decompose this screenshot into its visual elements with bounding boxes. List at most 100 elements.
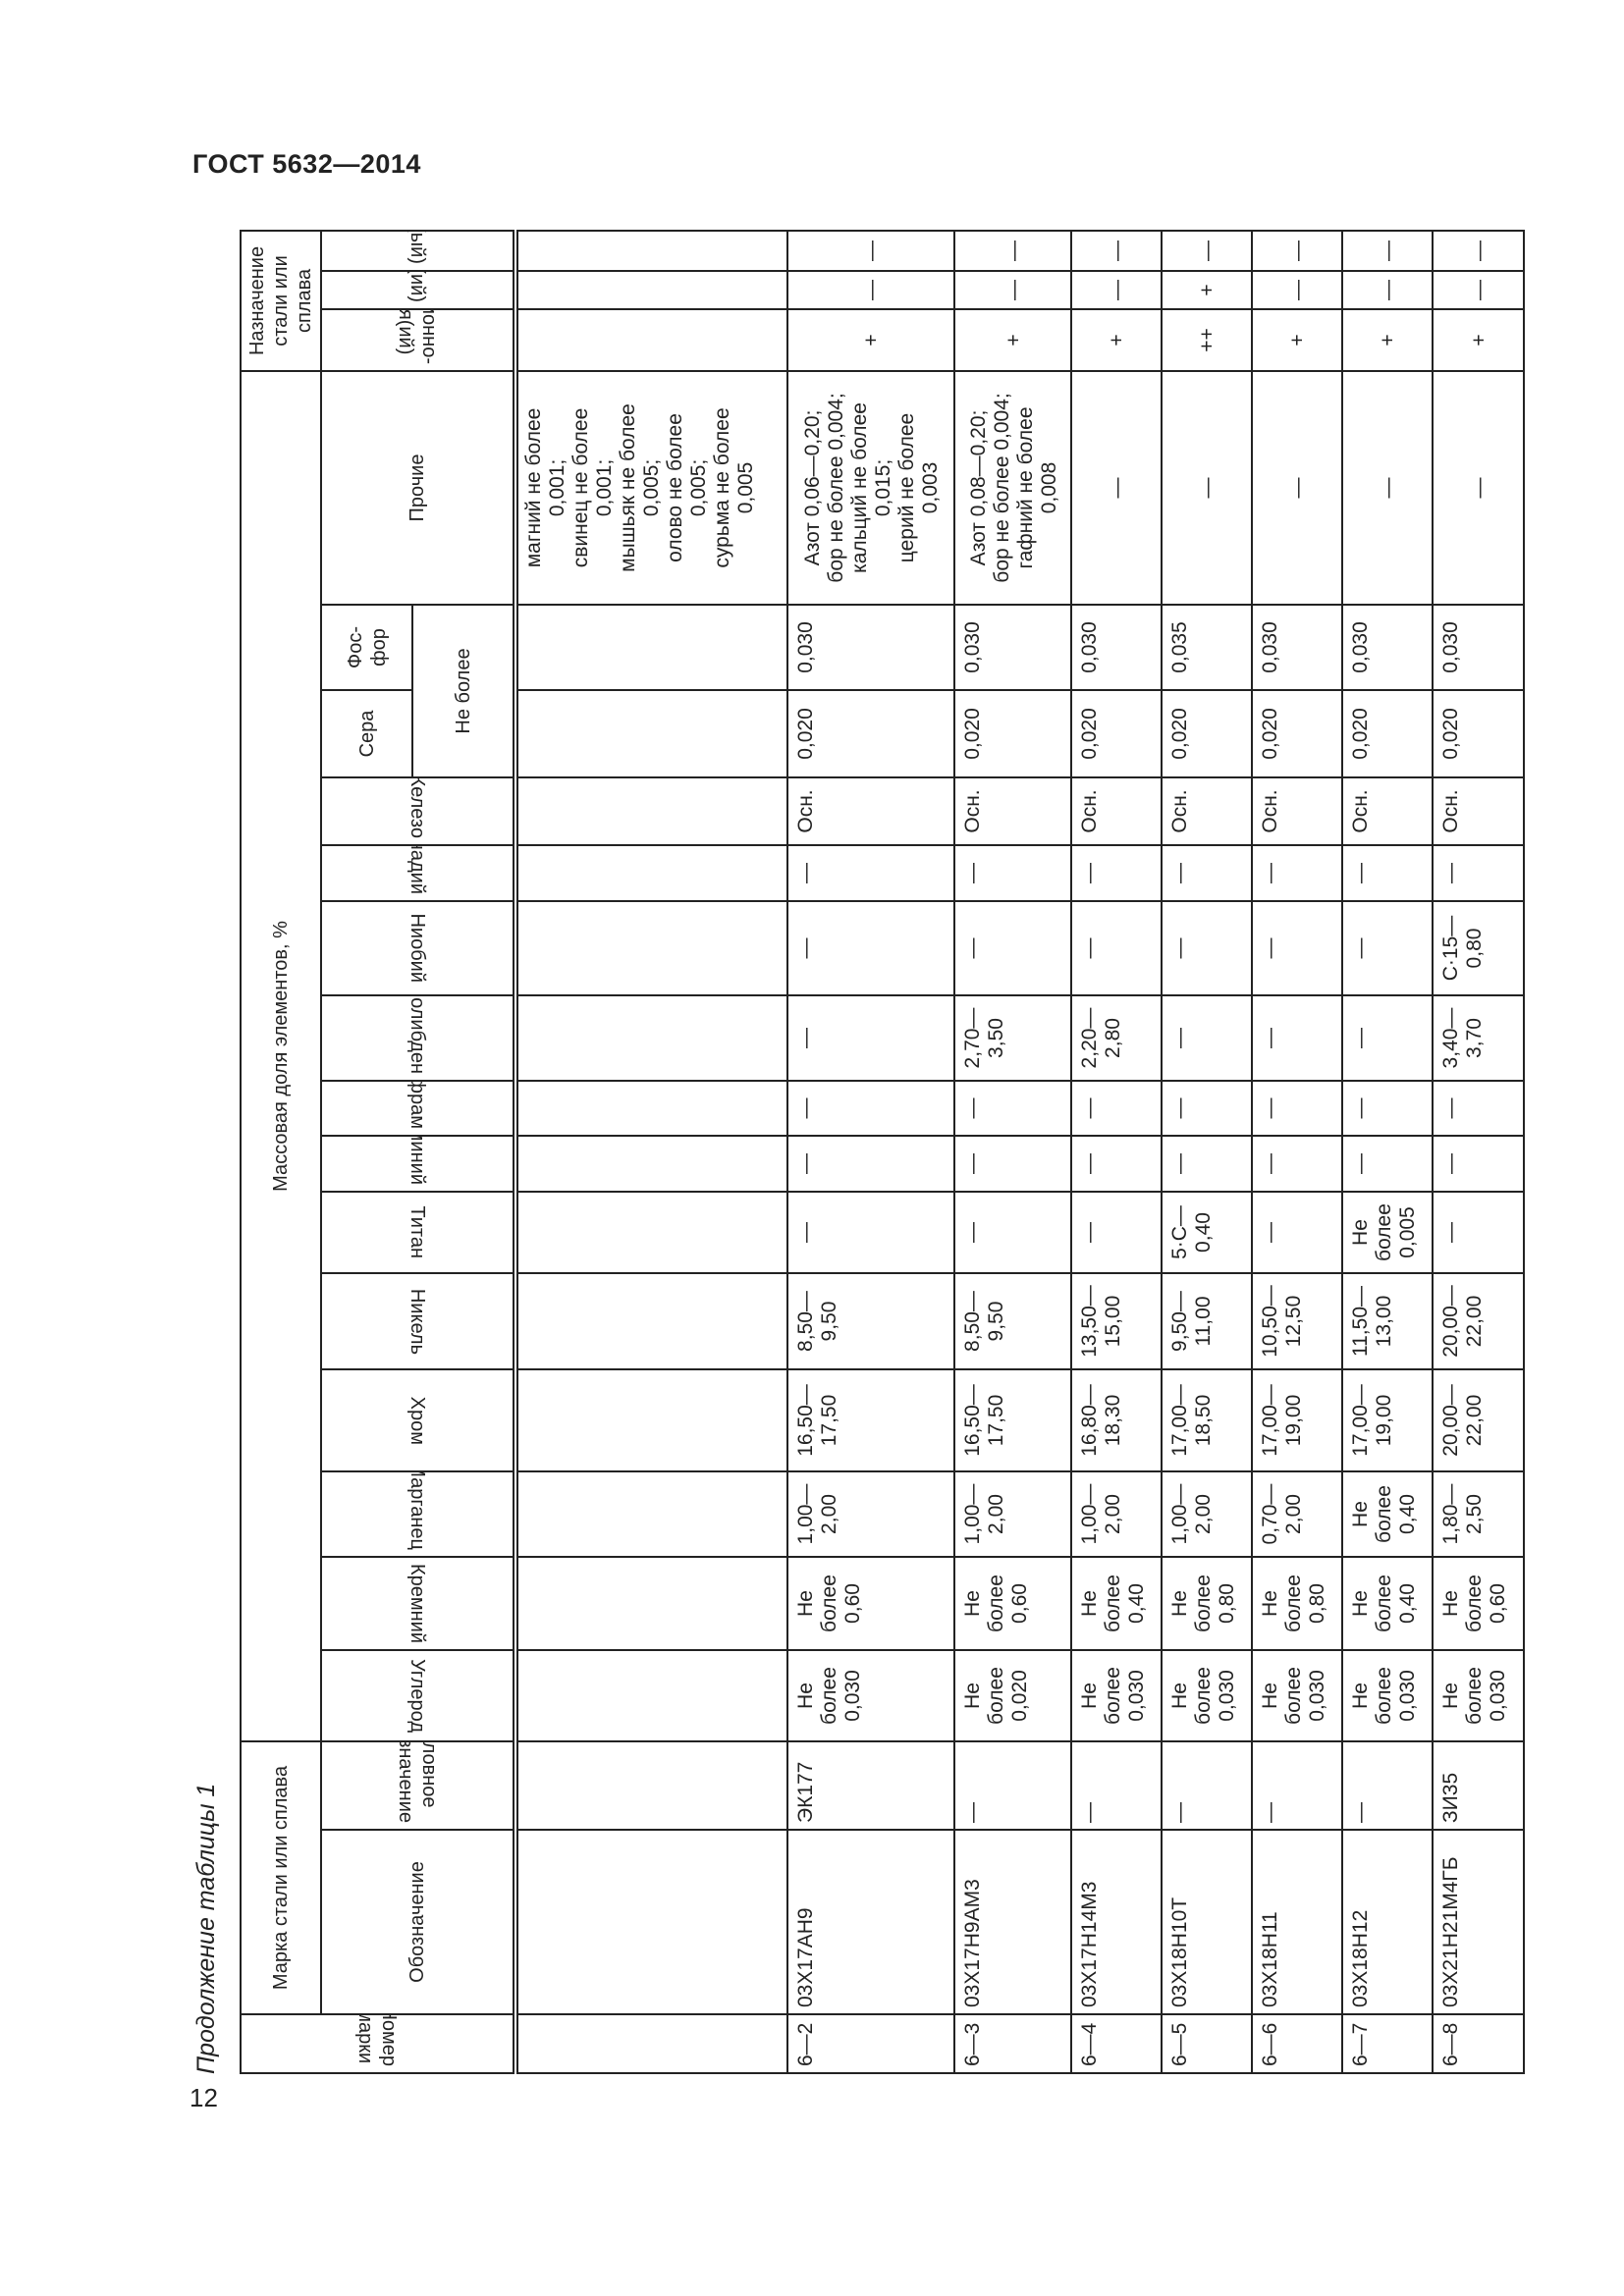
cell-aluminium: — <box>1071 1136 1162 1192</box>
header-designation: Обозначение <box>321 1830 515 2014</box>
cell-iron: Осн. <box>787 777 954 845</box>
cell-corrosion: + <box>1252 308 1342 371</box>
cell-vanadium: — <box>1252 845 1342 901</box>
table-row: 6—5 03Х18Н10Т — Не более 0,030 Не более 0,80… <box>1162 230 1252 2073</box>
header-row-2: Обозначение Условное обозначение Углерод… <box>321 230 515 2073</box>
cell-niobium: — <box>954 901 1071 995</box>
header-manganese: Марганец <box>321 1471 515 1557</box>
cell-chromium: 20,00— 22,00 <box>1433 1369 1524 1471</box>
header-aluminium: Алюминий <box>321 1136 515 1192</box>
cell-titanium: — <box>954 1192 1071 1273</box>
cell-molybdenum: — <box>1162 995 1252 1081</box>
cell-designation: 03Х18Н10Т <box>1162 1830 1252 2014</box>
header-corrosion: Коррозионно-стойкая(ий) <box>321 308 515 371</box>
cell-conventional: ЭК177 <box>787 1741 954 1830</box>
header-purpose: Назначение стали или сплава <box>241 230 321 371</box>
cell-molybdenum: 3,40— 3,70 <box>1433 995 1524 1081</box>
header-phosphorus: Фос- фор <box>321 605 412 690</box>
cell-aluminium: — <box>787 1136 954 1192</box>
cell-vanadium: — <box>954 845 1071 901</box>
header-heat-strength: Жаропрочная(ый) <box>321 230 515 271</box>
cell-niobium: — <box>787 901 954 995</box>
document-title: ГОСТ 5632—2014 <box>192 149 421 179</box>
cell-conventional: — <box>1162 1741 1252 1830</box>
cell-phosphorus: 0,030 <box>787 605 954 690</box>
table-row: 6—6 03Х18Н11— Не более 0,030 Не более 0,80 0… <box>1252 230 1342 2073</box>
cell-corrosion: + <box>787 308 954 371</box>
cell-nickel: 8,50— 9,50 <box>787 1273 954 1369</box>
table-row: 6—8 03Х21Н21М4ГБ ЗИ35 Не более 0,030 Не боле… <box>1433 230 1524 2073</box>
cell-titanium: Не более 0,005 <box>1342 1192 1433 1273</box>
cell-chromium: 16,50— 17,50 <box>954 1369 1071 1471</box>
cell-nickel: 10,50— 12,50 <box>1252 1273 1342 1369</box>
cell-molybdenum: — <box>1342 995 1433 1081</box>
cell-vanadium: — <box>1071 845 1162 901</box>
cell-vanadium: — <box>787 845 954 901</box>
cell-corrosion: + <box>1071 308 1162 371</box>
cell-tungsten: — <box>1071 1081 1162 1136</box>
cell-niobium: — <box>1162 901 1252 995</box>
cell-sulfur: 0,020 <box>954 690 1071 777</box>
cell-heat-resistant: — <box>787 270 954 309</box>
cell-conventional: — <box>954 1741 1071 1830</box>
cell-corrosion: + <box>954 308 1071 371</box>
header-other: Прочие <box>321 370 515 605</box>
cell-manganese: 1,80— 2,50 <box>1433 1471 1524 1557</box>
cell-aluminium: — <box>1252 1136 1342 1192</box>
cell-heat-resistant: — <box>1342 270 1433 309</box>
cell-designation: 03Х17Н9АМ3 <box>954 1830 1071 2014</box>
header-molybdenum: Молибден <box>321 995 515 1081</box>
cell-corrosion: + <box>1433 308 1524 371</box>
cell-heat-resistant: — <box>954 270 1071 309</box>
cell-aluminium: — <box>954 1136 1071 1192</box>
cell-other: — <box>1252 370 1342 605</box>
cell-other: Азот 0,06—0,20; бор не более 0,004; каль… <box>787 370 954 605</box>
header-carbon: Углерод <box>321 1650 515 1741</box>
header-row-1: Номер марки Марка стали или сплава Массо… <box>241 230 515 2073</box>
cell-sulfur: 0,020 <box>1433 690 1524 777</box>
cell-silicon: Не более 0,40 <box>1071 1557 1162 1650</box>
header-number: Номер марки <box>241 2014 515 2073</box>
cell-phosphorus: 0,030 <box>954 605 1071 690</box>
cell-designation: 03Х18Н11 <box>1252 1830 1342 2014</box>
cell-conventional: — <box>1252 1741 1342 1830</box>
continuation-row: магний не более 0,001; свинец не более 0… <box>515 230 787 2073</box>
cell-other: — <box>1433 370 1524 605</box>
cell-conventional: — <box>1342 1741 1433 1830</box>
cell-number: 6—4 <box>1071 2014 1162 2073</box>
cell-niobium: — <box>1071 901 1162 995</box>
cell-sulfur: 0,020 <box>1071 690 1162 777</box>
cell-conventional: ЗИ35 <box>1433 1741 1524 1830</box>
page-number: 12 <box>189 2083 218 2112</box>
cell-number: 6—5 <box>1162 2014 1252 2073</box>
cell-nickel: 20,00— 22,00 <box>1433 1273 1524 1369</box>
cell-number: 6—7 <box>1342 2014 1433 2073</box>
cell-manganese: 1,00— 2,00 <box>787 1471 954 1557</box>
header-tungsten: Вольфрам <box>321 1081 515 1136</box>
cell-number: 6—6 <box>1252 2014 1342 2073</box>
cell-corrosion: ++ <box>1162 308 1252 371</box>
cell-chromium: 17,00— 18,50 <box>1162 1369 1252 1471</box>
header-iron: Железо <box>321 777 515 845</box>
cell-tungsten: — <box>1252 1081 1342 1136</box>
cell-heat-strength: — <box>954 230 1071 271</box>
cell-tungsten: — <box>1342 1081 1433 1136</box>
cell-phosphorus: 0,030 <box>1433 605 1524 690</box>
cell-number: 6—2 <box>787 2014 954 2073</box>
cell-heat-strength: — <box>1252 230 1342 271</box>
header-mass-fraction: Массовая доля элементов, % <box>241 370 321 1741</box>
cell-heat-strength: — <box>787 230 954 271</box>
cell-niobium: — <box>1342 901 1433 995</box>
cell-heat-strength: — <box>1071 230 1162 271</box>
cell-niobium: — <box>1252 901 1342 995</box>
cell-aluminium: — <box>1162 1136 1252 1192</box>
cell-silicon: Не более 0,60 <box>787 1557 954 1650</box>
cell-chromium: 16,50— 17,50 <box>787 1369 954 1471</box>
cell-designation: 03Х17Н14М3 <box>1071 1830 1162 2014</box>
cell-silicon: Не более 0,60 <box>1433 1557 1524 1650</box>
header-heat-resistant: Жаростойкая(ий) <box>321 270 515 309</box>
cell-other: Азот 0,08—0,20; бор не более 0,004; гафн… <box>954 370 1071 605</box>
cell-designation: 03Х17АН9 <box>787 1830 954 2014</box>
composition-table: Номер марки Марка стали или сплава Массо… <box>240 230 1525 2074</box>
cell-carbon: Не более 0,030 <box>1252 1650 1342 1741</box>
